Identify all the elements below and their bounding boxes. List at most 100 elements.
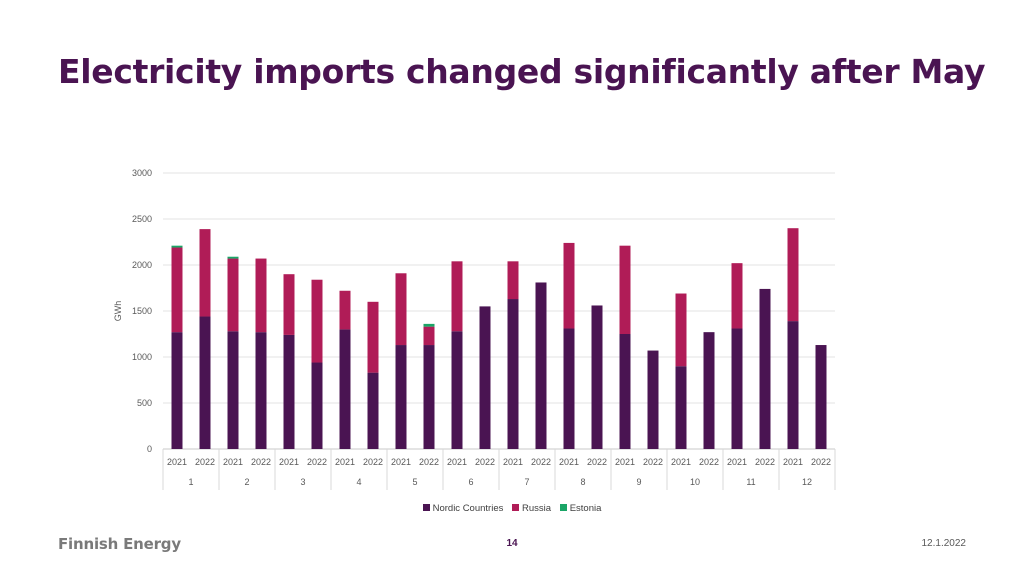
x-tick-year-label: 2022 xyxy=(755,457,775,467)
bar-nordic-countries xyxy=(451,331,463,449)
bar-nordic-countries xyxy=(787,321,799,449)
chart-legend: Nordic Countries Russia Estonia xyxy=(0,503,1024,514)
x-tick-year-label: 2021 xyxy=(391,457,411,467)
slide-title: Electricity imports changed significantl… xyxy=(58,52,986,91)
legend-swatch-russia xyxy=(512,503,519,511)
x-tick-year-label: 2022 xyxy=(531,457,551,467)
y-tick-label: 3000 xyxy=(132,168,152,178)
x-tick-year-label: 2021 xyxy=(447,457,467,467)
slide-date: 12.1.2022 xyxy=(921,538,967,549)
x-tick-year-label: 2022 xyxy=(251,457,271,467)
bar-nordic-countries xyxy=(759,288,771,449)
x-tick-year-label: 2021 xyxy=(727,457,747,467)
y-axis-label: GWh xyxy=(113,301,123,322)
y-tick-label: 2000 xyxy=(132,260,152,270)
x-tick-year-label: 2022 xyxy=(195,457,215,467)
bar-nordic-countries xyxy=(171,332,183,449)
x-tick-month-label: 4 xyxy=(356,477,361,487)
x-tick-month-label: 1 xyxy=(188,477,193,487)
bar-nordic-countries xyxy=(395,345,407,449)
x-tick-month-label: 10 xyxy=(690,477,700,487)
x-tick-year-label: 2021 xyxy=(223,457,243,467)
bar-russia xyxy=(619,245,631,334)
x-tick-year-label: 2021 xyxy=(167,457,187,467)
bar-nordic-countries xyxy=(563,328,575,449)
bar-russia xyxy=(787,228,799,322)
legend-item-estonia: Estonia xyxy=(559,503,602,514)
x-tick-month-label: 2 xyxy=(244,477,249,487)
x-tick-year-label: 2022 xyxy=(419,457,439,467)
bar-nordic-countries xyxy=(815,345,827,449)
bar-nordic-countries xyxy=(703,332,715,449)
x-tick-year-label: 2021 xyxy=(335,457,355,467)
bar-russia xyxy=(507,261,519,300)
x-tick-month-label: 3 xyxy=(300,477,305,487)
bar-russia xyxy=(451,261,463,332)
bar-nordic-countries xyxy=(647,350,659,449)
bar-nordic-countries xyxy=(731,328,743,449)
x-tick-month-label: 8 xyxy=(580,477,585,487)
bar-russia xyxy=(311,279,323,363)
x-tick-year-label: 2022 xyxy=(363,457,383,467)
bar-nordic-countries xyxy=(199,316,211,449)
x-tick-month-label: 12 xyxy=(802,477,812,487)
bar-nordic-countries xyxy=(339,329,351,449)
bar-nordic-countries xyxy=(311,362,323,449)
bar-russia xyxy=(675,293,687,367)
x-tick-year-label: 2022 xyxy=(699,457,719,467)
x-tick-month-label: 6 xyxy=(468,477,473,487)
bar-nordic-countries xyxy=(227,331,239,449)
bar-nordic-countries xyxy=(479,306,491,449)
bar-russia xyxy=(731,263,743,329)
bar-nordic-countries xyxy=(423,345,435,449)
bar-nordic-countries xyxy=(675,366,687,449)
bar-russia xyxy=(423,326,435,346)
bar-russia xyxy=(339,290,351,330)
bar-nordic-countries xyxy=(535,282,547,449)
legend-label-russia: Russia xyxy=(522,503,552,514)
bar-russia xyxy=(227,258,239,332)
bar-nordic-countries xyxy=(283,334,295,449)
bar-russia xyxy=(199,229,211,317)
legend-swatch-nordic xyxy=(422,503,430,511)
bar-estonia xyxy=(423,323,435,327)
x-tick-year-label: 2021 xyxy=(503,457,523,467)
x-tick-year-label: 2022 xyxy=(643,457,663,467)
bar-russia xyxy=(283,274,295,335)
x-tick-month-label: 7 xyxy=(524,477,529,487)
x-tick-year-label: 2022 xyxy=(307,457,327,467)
x-tick-year-label: 2022 xyxy=(811,457,831,467)
bar-estonia xyxy=(171,245,183,248)
bar-russia xyxy=(171,247,183,333)
finnish-energy-logo: Finnish Energy xyxy=(58,535,181,553)
y-tick-label: 1500 xyxy=(132,306,152,316)
x-tick-year-label: 2021 xyxy=(671,457,691,467)
x-tick-year-label: 2021 xyxy=(559,457,579,467)
x-tick-year-label: 2022 xyxy=(587,457,607,467)
bar-russia xyxy=(255,258,267,333)
y-tick-label: 1000 xyxy=(132,352,152,362)
page-number: 14 xyxy=(506,538,518,549)
bar-russia xyxy=(563,242,575,329)
legend-label-nordic: Nordic Countries xyxy=(432,503,504,514)
bar-russia xyxy=(367,301,379,373)
legend-item-russia: Russia xyxy=(512,503,551,514)
bar-nordic-countries xyxy=(255,332,267,449)
y-tick-label: 0 xyxy=(147,444,152,454)
bar-nordic-countries xyxy=(367,372,379,449)
bar-russia xyxy=(395,273,407,346)
legend-swatch-estonia xyxy=(559,503,567,511)
legend-label-estonia: Estonia xyxy=(569,503,602,514)
legend-item-nordic: Nordic Countries xyxy=(422,503,504,514)
x-tick-month-label: 5 xyxy=(412,477,417,487)
bar-nordic-countries xyxy=(507,299,519,449)
y-tick-label: 2500 xyxy=(132,214,152,224)
y-tick-label: 500 xyxy=(137,398,152,408)
bar-nordic-countries xyxy=(619,334,631,449)
x-tick-month-label: 11 xyxy=(746,477,755,487)
x-tick-year-label: 2021 xyxy=(279,457,299,467)
x-tick-year-label: 2022 xyxy=(475,457,495,467)
x-tick-month-label: 9 xyxy=(636,477,641,487)
bar-nordic-countries xyxy=(591,305,603,449)
